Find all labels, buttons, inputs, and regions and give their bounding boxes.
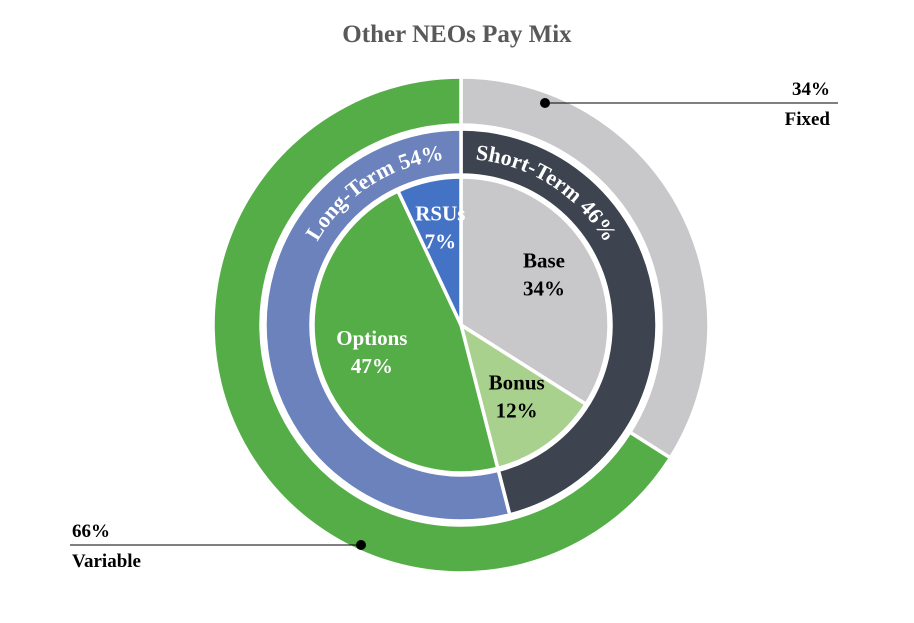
slice [458, 321, 589, 471]
slice-label: Options [336, 326, 407, 350]
leader-dot [540, 98, 550, 108]
value-label: 47% [351, 354, 393, 378]
value-label: 34% [792, 79, 830, 100]
slice-label: Variable [72, 551, 141, 572]
slice-label: Fixed [785, 109, 831, 130]
value-label: 7% [425, 230, 457, 254]
value-label: 66% [72, 521, 110, 542]
slice-label: Base [523, 248, 565, 272]
value-label: 12% [496, 399, 538, 423]
slice [459, 127, 659, 517]
slice-label: RSUs [415, 202, 465, 226]
slice-label: Bonus [489, 371, 545, 395]
leader-dot [356, 540, 366, 550]
value-label: 34% [523, 276, 565, 300]
slice [211, 75, 673, 575]
chart-title: Other NEOs Pay Mix [342, 21, 572, 48]
slice [395, 175, 463, 326]
slice [263, 127, 512, 523]
slice [311, 188, 500, 475]
